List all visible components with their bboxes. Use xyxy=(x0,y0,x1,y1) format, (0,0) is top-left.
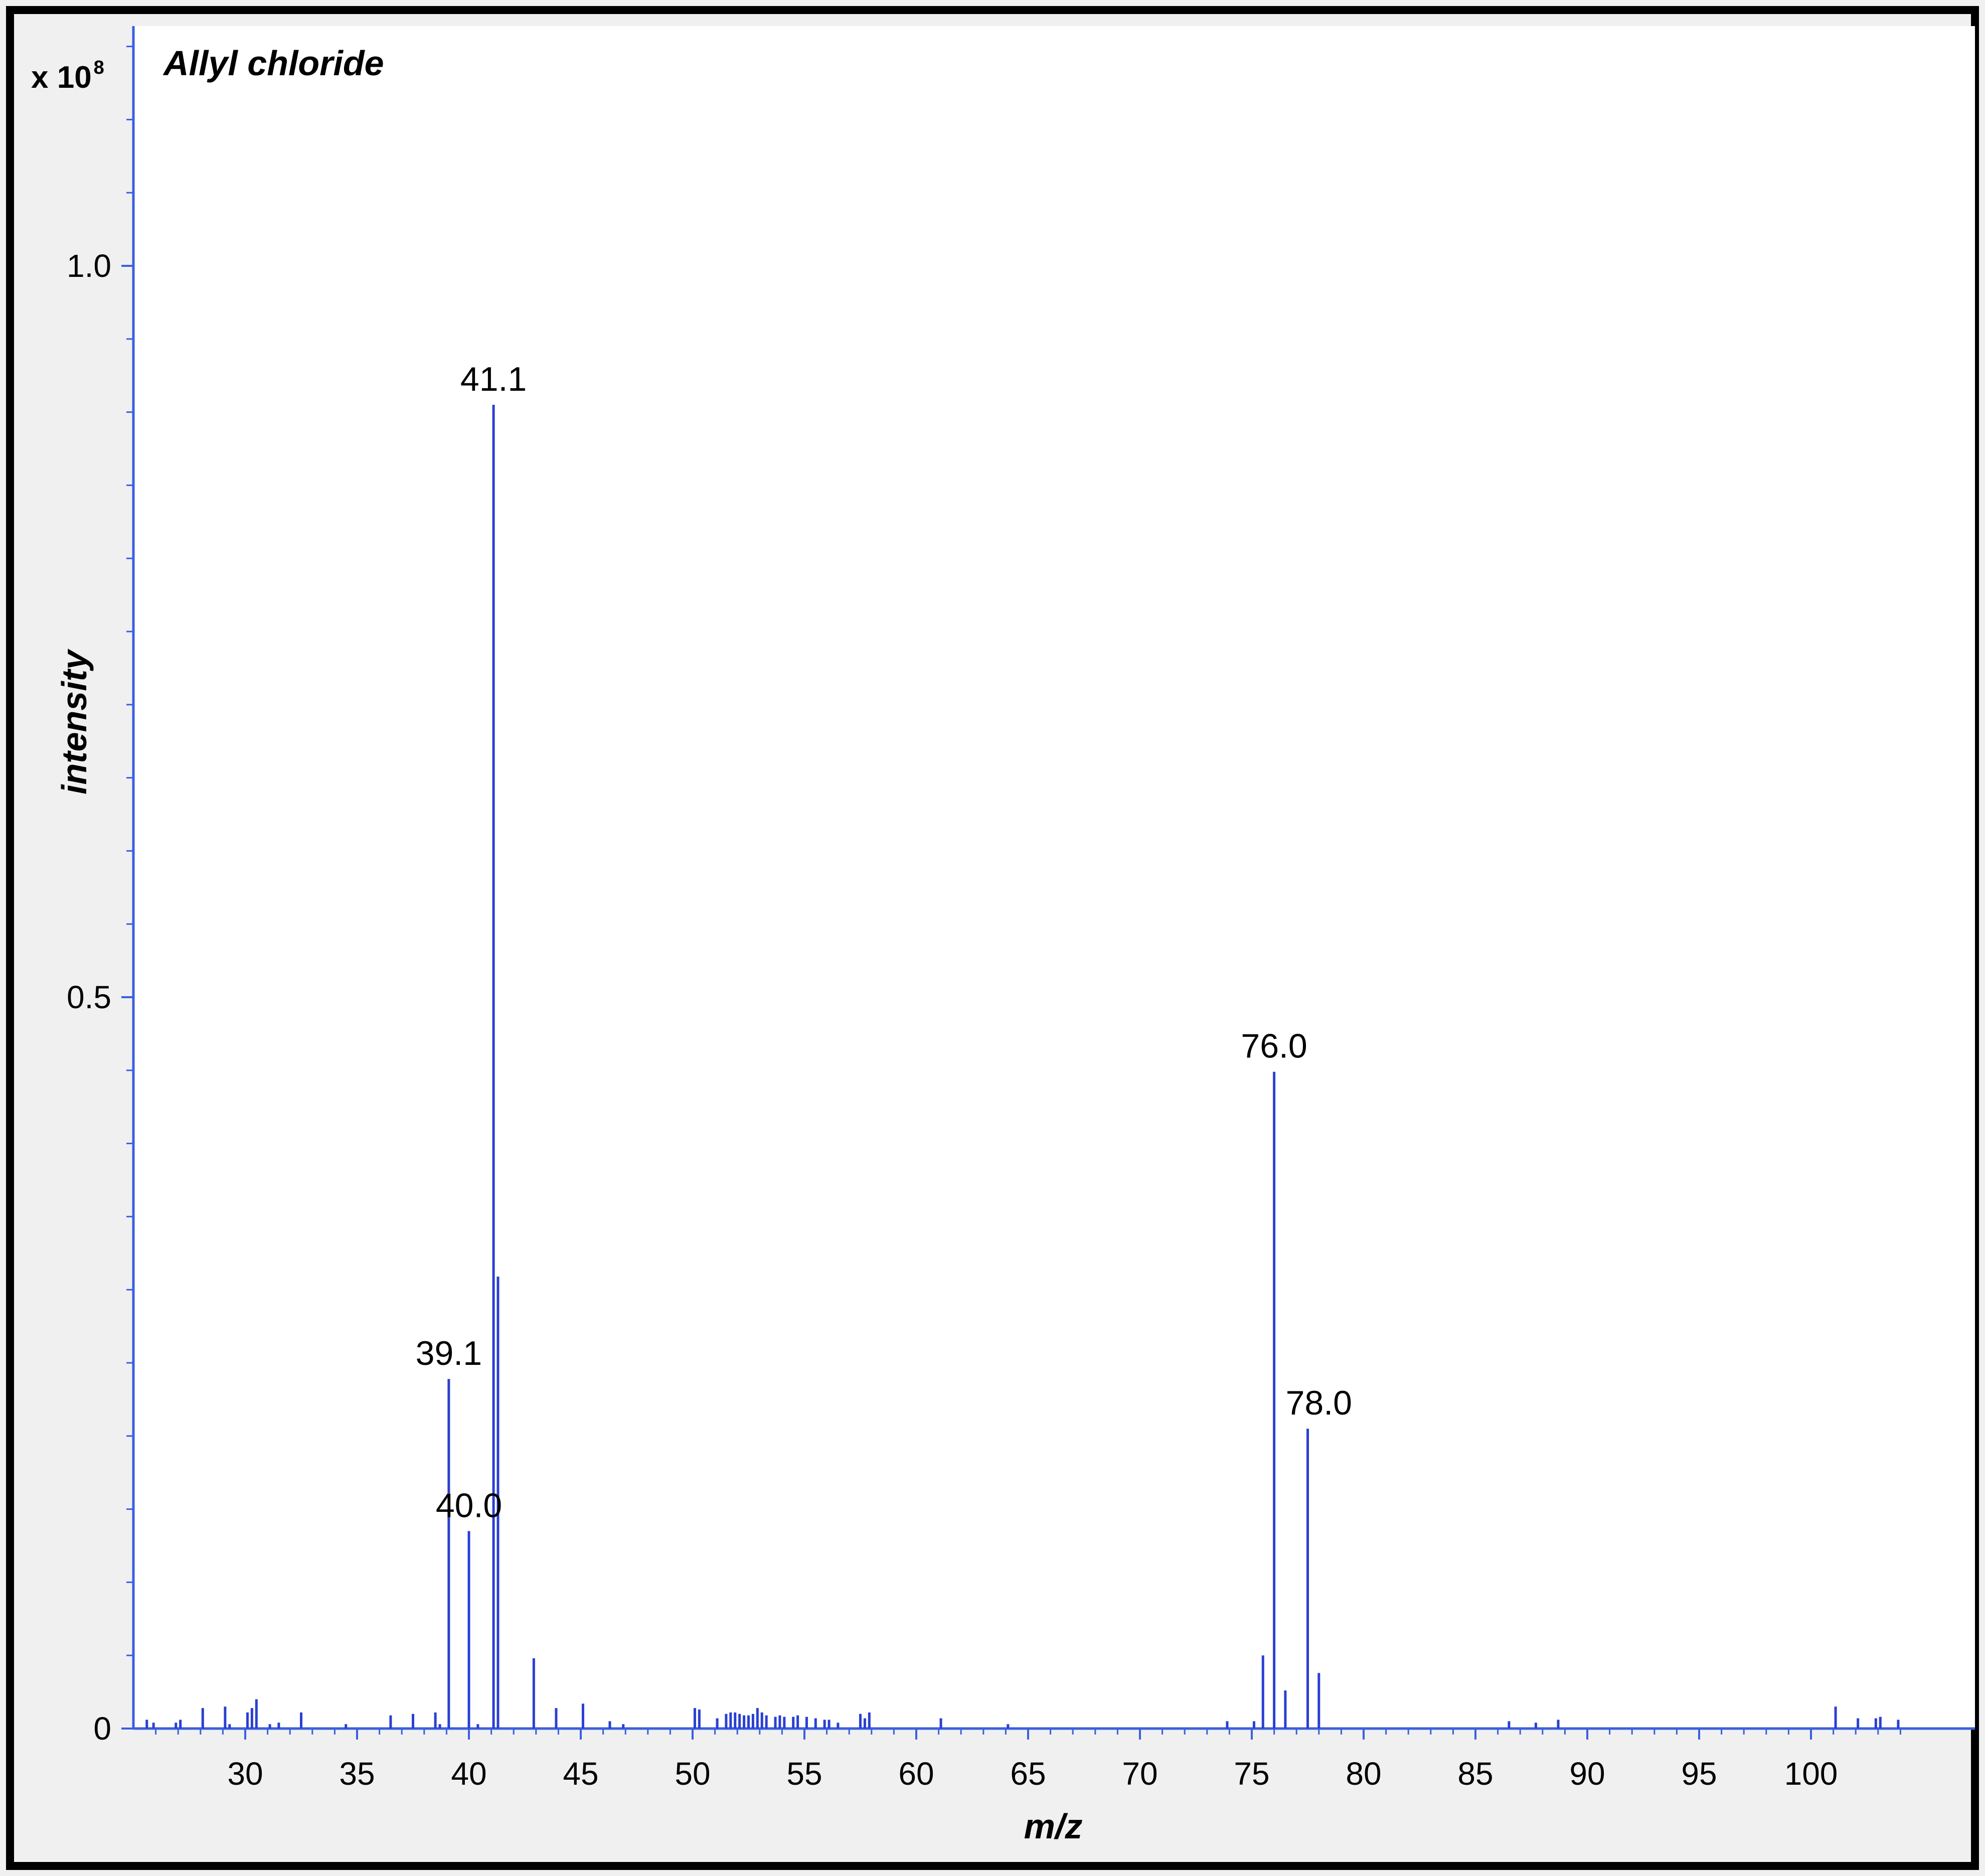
x-tick-label: 60 xyxy=(898,1756,934,1792)
x-tick-label: 40 xyxy=(451,1756,486,1792)
x-tick-label: 35 xyxy=(339,1756,375,1792)
x-tick-label: 65 xyxy=(1010,1756,1046,1792)
peak-label: 41.1 xyxy=(460,360,527,398)
y-axis-label: intensity xyxy=(55,649,94,795)
y-minor-ticks xyxy=(126,46,133,1656)
peak-label: 76.0 xyxy=(1241,1027,1307,1065)
x-tick-label: 95 xyxy=(1681,1756,1717,1792)
x-tick-label: 80 xyxy=(1346,1756,1381,1792)
peak-label: 40.0 xyxy=(436,1486,502,1524)
y-multiplier: x 10 8 xyxy=(31,57,104,95)
x-tick-label: 45 xyxy=(563,1756,598,1792)
y-tick-label: 1.0 xyxy=(67,248,111,284)
y-tick-label: 0.5 xyxy=(67,979,111,1015)
x-tick-label: 70 xyxy=(1122,1756,1157,1792)
x-tick-label: 75 xyxy=(1234,1756,1269,1792)
x-tick-label: 50 xyxy=(675,1756,710,1792)
plot-area xyxy=(133,26,1975,1729)
peak-label: 39.1 xyxy=(416,1334,482,1372)
x-tick-label: 55 xyxy=(786,1756,822,1792)
y-multiplier-prefix: x 10 xyxy=(31,60,92,95)
x-tick-label: 100 xyxy=(1784,1756,1838,1792)
peaks xyxy=(145,405,1900,1729)
x-axis-label: m/z xyxy=(1024,1807,1083,1846)
x-ticks: 30 35 40 45 50 55 60 65 70 75 80 85 90 95 100 xyxy=(155,1729,1901,1792)
y-ticks: 0 0.5 1.0 xyxy=(67,248,133,1747)
y-multiplier-exponent: 8 xyxy=(94,57,104,78)
chart-title: Allyl chloride xyxy=(162,44,384,83)
x-tick-label: 30 xyxy=(227,1756,263,1792)
peak-labels: 39.1 40.0 41.1 76.0 78.0 xyxy=(416,360,1352,1524)
y-tick-label: 0 xyxy=(93,1710,111,1747)
x-tick-label: 85 xyxy=(1457,1756,1493,1792)
peak-label: 78.0 xyxy=(1286,1384,1352,1422)
x-tick-label: 90 xyxy=(1569,1756,1605,1792)
